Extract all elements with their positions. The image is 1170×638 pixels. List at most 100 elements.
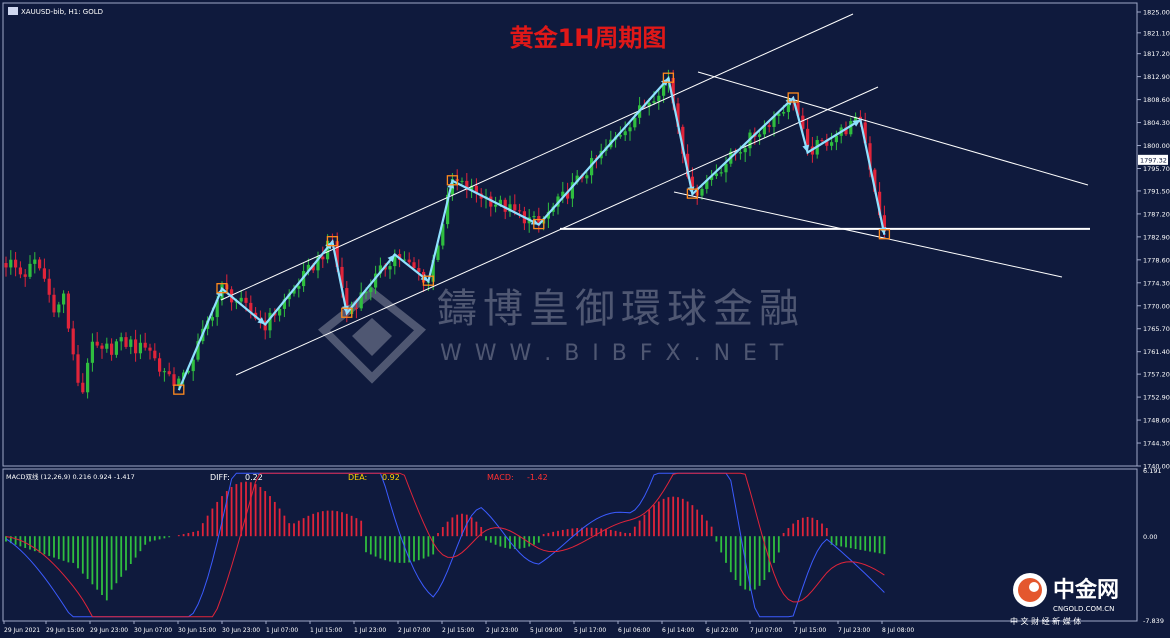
candle [441, 221, 445, 250]
time-axis: 29 Jun 2021 29 Jun 15:00 29 Jun 23:00 30 Ju… [3, 621, 914, 634]
candle [124, 332, 128, 349]
y-tick-label: 1778.60 [1143, 256, 1170, 264]
candle [52, 287, 56, 318]
zigzag-arrowhead [257, 317, 266, 325]
candle [489, 191, 493, 217]
dea-value: 0.92 [382, 473, 400, 482]
x-tick-label: 7 Jul 07:00 [750, 627, 782, 634]
candle [95, 332, 99, 348]
candle [758, 130, 762, 145]
y-tick-label: 1748.60 [1143, 417, 1170, 425]
candle [849, 117, 853, 137]
macd-header: MACD双线 (12,26,9) 0.216 0.924 -1.417 DIFF… [6, 472, 548, 482]
candle [9, 250, 13, 275]
y-tick-label: 1757.20 [1143, 371, 1170, 379]
pivot-box [662, 72, 675, 83]
y-tick-label: 1821.10 [1143, 29, 1170, 37]
current-price-badge [1138, 154, 1168, 165]
candle [119, 332, 123, 351]
x-tick-label: 7 Jul 15:00 [794, 627, 826, 634]
x-tick-label: 2 Jul 07:00 [398, 627, 430, 634]
macd-axis: 6.191 0.00 -7.839 [1143, 467, 1164, 625]
x-tick-label: 6 Jul 06:00 [618, 627, 650, 634]
dea-label: DEA: [348, 473, 367, 482]
y-tick-label: 1774.30 [1143, 279, 1170, 287]
pivot-box [216, 283, 228, 294]
candle [743, 142, 747, 162]
y-tick-label: 1740.00 [1143, 463, 1170, 471]
upper-channel-line [220, 13, 854, 301]
candle [143, 332, 147, 351]
pivot-box [446, 175, 459, 186]
candle [374, 265, 378, 294]
down-channel-lower-line [673, 191, 1063, 278]
symbol-header: XAUUSD-bib, H1: GOLD [8, 7, 103, 16]
x-tick-label: 6 Jul 14:00 [662, 627, 694, 634]
down-channel-upper-line [697, 71, 1089, 186]
x-tick-label: 6 Jul 22:00 [706, 627, 738, 634]
y-tick-label: 1812.90 [1143, 73, 1170, 81]
x-tick-label: 29 Jun 15:00 [46, 627, 84, 634]
candle [47, 269, 51, 303]
price-axis: 1825.00 1821.10 1817.20 1812.90 1808.60 1804.… [1137, 9, 1170, 471]
pivot-box [686, 188, 699, 199]
watermark-logo [317, 286, 427, 384]
candle [710, 169, 714, 186]
y-tick-label: 1804.30 [1143, 119, 1170, 127]
zigzag-arrowhead [420, 273, 429, 282]
candle [14, 251, 18, 277]
candle [110, 338, 114, 361]
main-panel-frame [2, 2, 1138, 467]
y-tick-label: 1791.50 [1143, 187, 1170, 195]
candle [18, 261, 22, 279]
current-price-label: 1797.32 [1140, 156, 1167, 164]
x-tick-label: 29 Jun 23:00 [90, 627, 128, 634]
y-tick-label: 1787.20 [1143, 210, 1170, 218]
candle [138, 334, 142, 360]
pivot-box [533, 218, 545, 230]
pivot-box [422, 275, 435, 286]
macd-label: MACD: [487, 473, 514, 482]
zigzag-arrowhead [341, 305, 349, 314]
candle [508, 195, 512, 217]
x-tick-label: 2 Jul 15:00 [442, 627, 474, 634]
candle [4, 256, 8, 277]
mid-channel-line [235, 86, 879, 376]
candle [158, 352, 162, 377]
candle [460, 177, 464, 185]
x-tick-label: 8 Jul 08:00 [882, 627, 914, 634]
candle [114, 338, 118, 358]
candle [38, 257, 42, 271]
candle [705, 174, 709, 194]
candle [402, 251, 406, 262]
macd-lines [5, 472, 885, 618]
zigzag-arrowhead [387, 254, 395, 263]
watermark: 鑄博皇御環球金融 W W W . B I B F X . N E T [317, 286, 805, 384]
y-tick-label: 1744.30 [1143, 440, 1170, 448]
candle [167, 362, 171, 377]
brand-name: 中金网 [1053, 577, 1119, 603]
candle [570, 173, 574, 208]
x-tick-label: 5 Jul 17:00 [574, 627, 606, 634]
pivot-box [173, 384, 185, 395]
candle [777, 111, 781, 124]
candle [465, 173, 469, 199]
candle [590, 150, 594, 184]
candle [825, 133, 829, 151]
candle [767, 121, 771, 133]
candle [762, 120, 766, 138]
pivot-box [326, 236, 339, 247]
candle [90, 333, 94, 372]
y-tick-label: 1770.00 [1143, 302, 1170, 310]
x-tick-label: 1 Jul 15:00 [310, 627, 342, 634]
candle [42, 258, 46, 282]
candle [33, 252, 37, 274]
candle [23, 269, 27, 287]
watermark-name: 鑄博皇御環球金融 [437, 286, 805, 332]
candle [388, 259, 392, 279]
candle [494, 196, 498, 213]
candle [446, 187, 450, 229]
brand-domain: CNGOLD.COM.CN [1053, 605, 1114, 613]
macd-value: -1.42 [527, 473, 548, 482]
